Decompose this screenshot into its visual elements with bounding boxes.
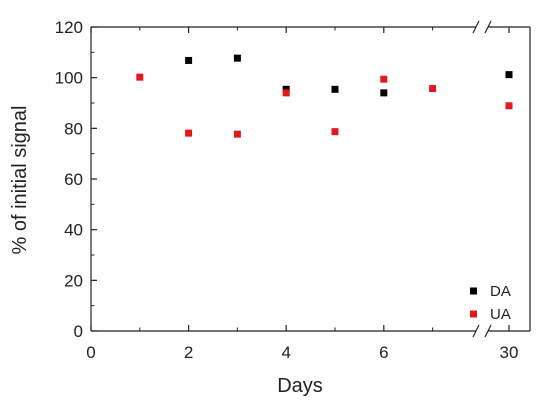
x-axis: 0 2 4 6 30 <box>86 27 518 362</box>
point-da <box>282 85 290 93</box>
point-ua <box>233 130 241 138</box>
point-ua <box>185 129 193 137</box>
x-tick-label: 6 <box>379 343 388 362</box>
plot-frame <box>90 20 531 338</box>
x-axis-title: Days <box>277 375 323 397</box>
y-tick-label: 0 <box>74 322 83 341</box>
axis-break-mark <box>472 20 480 34</box>
point-ua <box>282 89 290 97</box>
point-ua <box>429 85 437 93</box>
y-tick-label: 40 <box>64 221 83 240</box>
legend-marker-da <box>470 287 477 295</box>
legend: DA UA <box>470 283 511 323</box>
axis-break-mark <box>484 20 492 34</box>
y-axis: 0 20 40 60 80 100 120 <box>55 18 97 341</box>
point-da <box>505 71 513 79</box>
point-ua <box>136 73 144 81</box>
y-tick-label: 60 <box>64 170 83 189</box>
point-da <box>331 85 339 93</box>
legend-label-da: DA <box>490 283 511 300</box>
point-da <box>185 56 193 64</box>
legend-marker-ua <box>470 310 477 318</box>
y-axis-title: % of initial signal <box>9 106 31 255</box>
legend-label-ua: UA <box>490 306 511 323</box>
x-tick-label: 4 <box>281 343 290 362</box>
data-points <box>136 54 513 138</box>
x-tick-label: 2 <box>184 343 193 362</box>
y-tick-label: 80 <box>64 119 83 138</box>
point-ua <box>505 102 513 110</box>
point-da <box>233 54 241 62</box>
point-ua <box>331 128 339 136</box>
y-tick-label: 20 <box>64 271 83 290</box>
point-da <box>380 89 388 97</box>
y-tick-label: 120 <box>55 18 83 37</box>
y-tick-label: 100 <box>55 69 83 88</box>
axis-break-mark <box>472 324 480 338</box>
point-ua <box>380 75 388 83</box>
axis-break-mark <box>484 324 492 338</box>
x-tick-label: 0 <box>86 343 95 362</box>
x-tick-label: 30 <box>500 343 519 362</box>
